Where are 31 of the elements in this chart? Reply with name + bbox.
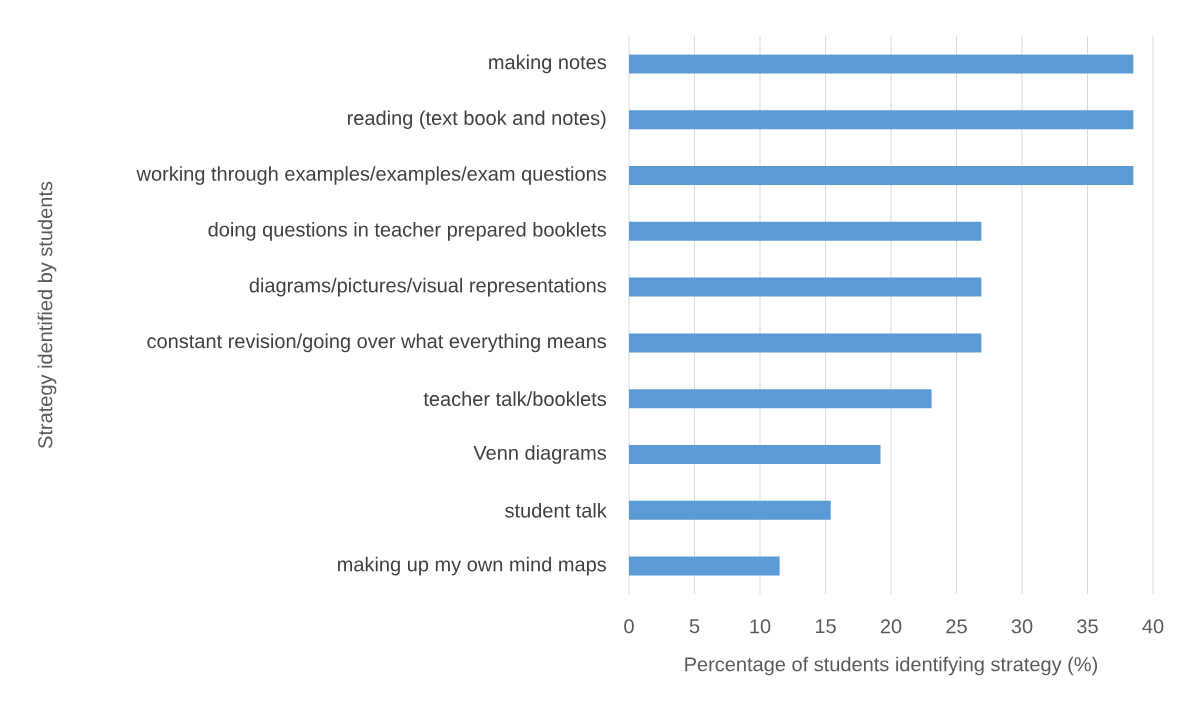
bar: [629, 556, 780, 576]
bar: [629, 333, 982, 353]
x-tick-label: 35: [1077, 619, 1098, 634]
y-tick-label: Venn diagrams: [473, 445, 607, 464]
x-tick-label: 15: [815, 619, 836, 634]
y-tick-label: constant revision/going over what everything means: [147, 333, 606, 353]
bar: [629, 500, 831, 520]
y-axis-title: Strategy identified by students: [37, 181, 57, 449]
bar: [629, 166, 1134, 185]
x-tick-label: 40: [1142, 619, 1164, 634]
bar: [629, 110, 1134, 130]
x-tick-label: 0: [624, 619, 634, 634]
y-tick-label: teacher talk/booklets: [423, 391, 607, 407]
x-tick-label: 30: [1011, 619, 1033, 634]
x-tick-label: 20: [880, 619, 902, 634]
y-tick-label: diagrams/pictures/visual representations: [249, 277, 606, 297]
x-tick-label: 25: [946, 619, 967, 634]
y-tick-label: student talk: [505, 502, 607, 518]
bar: [629, 54, 1134, 74]
bar: [629, 389, 932, 409]
y-tick-label: making up my own mind maps: [338, 556, 607, 576]
y-tick-label: doing questions in teacher prepared booklets: [208, 221, 606, 241]
x-tick-label: 10: [750, 619, 771, 634]
x-tick-label: 5: [689, 619, 700, 634]
y-tick-label: reading (text book and notes): [347, 110, 606, 130]
y-tick-label: making notes: [489, 54, 607, 74]
bar: [629, 277, 982, 297]
y-tick-label: working through examples/examples/exam questions: [136, 166, 606, 185]
bar: [629, 221, 982, 241]
x-axis-title: Percentage of students identifying strategy (%): [685, 656, 1098, 676]
bar: [629, 445, 881, 464]
